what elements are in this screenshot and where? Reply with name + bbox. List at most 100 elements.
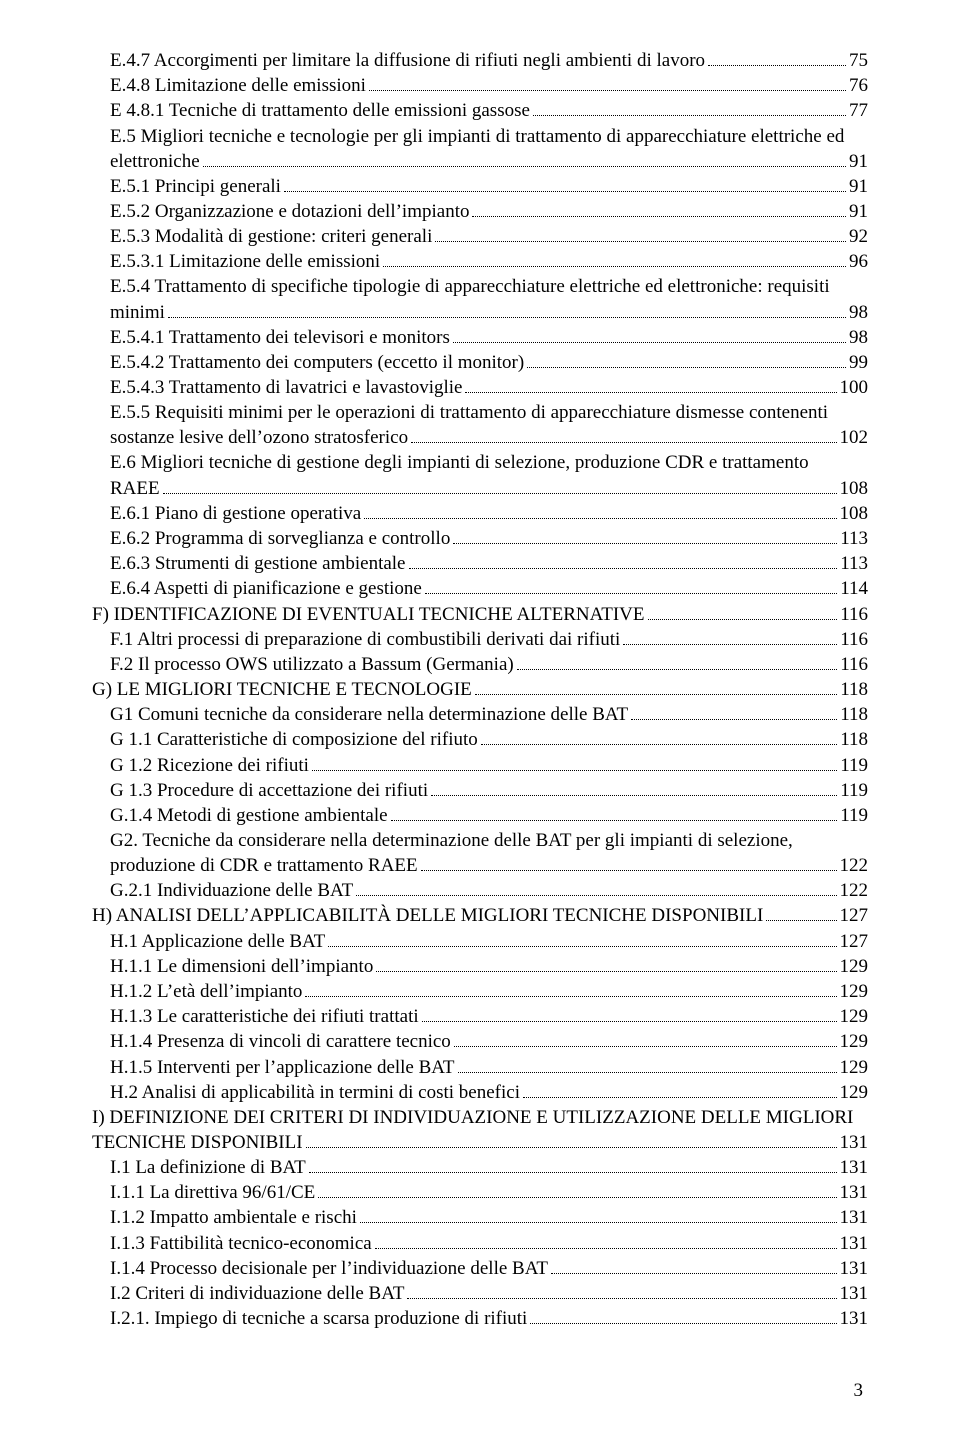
toc-entry-label: G2. Tecniche da considerare nella determ… <box>110 828 793 853</box>
toc-entry-label: G 1.2 Ricezione dei rifiuti <box>110 753 309 778</box>
toc-entry: E.6 Migliori tecniche di gestione degli … <box>92 450 868 475</box>
toc-entry-page: 116 <box>840 652 868 677</box>
toc-entry-label: E.5.5 Requisiti minimi per le operazioni… <box>110 400 828 425</box>
toc-dots <box>376 954 836 972</box>
toc-entry-page: 131 <box>840 1256 869 1281</box>
toc-entry-page: 119 <box>840 778 868 803</box>
toc-dots <box>435 224 846 242</box>
toc-entry: I.1.2 Impatto ambientale e rischi131 <box>92 1205 868 1230</box>
toc-entry-label: G.2.1 Individuazione delle BAT <box>110 878 353 903</box>
toc-dots <box>383 249 846 267</box>
toc-dots <box>422 1004 837 1022</box>
toc-entry: G.1.4 Metodi di gestione ambientale119 <box>92 803 868 828</box>
toc-entry-label: I) DEFINIZIONE DEI CRITERI DI INDIVIDUAZ… <box>92 1105 853 1130</box>
toc-dots <box>356 878 836 896</box>
toc-entry: G 1.2 Ricezione dei rifiuti 119 <box>92 752 868 777</box>
toc-entry-page: 119 <box>840 753 868 778</box>
toc-entry-label: E.4.8 Limitazione delle emissioni <box>110 73 366 98</box>
toc-dots <box>533 98 846 116</box>
toc-dots <box>465 375 836 393</box>
toc-entry: I.2 Criteri di individuazione delle BAT1… <box>92 1281 868 1306</box>
toc-dots <box>391 803 838 821</box>
toc-entry-page: 131 <box>840 1180 869 1205</box>
toc-dots <box>306 1130 837 1148</box>
toc-entry-label: G.1.4 Metodi di gestione ambientale <box>110 803 388 828</box>
toc-entry-label: I.1.1 La direttiva 96/61/CE <box>110 1180 315 1205</box>
toc-entry-page: 108 <box>840 501 869 526</box>
toc-entry-page: 96 <box>849 249 868 274</box>
toc-dots <box>305 979 836 997</box>
toc-entry-page: 76 <box>849 73 868 98</box>
toc-entry: E.5.1 Principi generali91 <box>92 174 868 199</box>
toc-entry-label: G) LE MIGLIORI TECNICHE E TECNOLOGIE <box>92 677 472 702</box>
toc-dots <box>472 199 846 217</box>
toc-entry: TECNICHE DISPONIBILI131 <box>92 1130 868 1155</box>
toc-dots <box>168 300 846 318</box>
toc-dots <box>623 627 837 645</box>
toc-dots <box>163 476 837 494</box>
toc-entry-label: F.2 Il processo OWS utilizzato a Bassum … <box>110 652 514 677</box>
toc-entry-page: 131 <box>840 1306 869 1331</box>
toc-dots <box>523 1080 837 1098</box>
toc-entry-page: 108 <box>840 476 869 501</box>
toc-dots <box>203 149 846 167</box>
toc-dots <box>369 73 846 91</box>
toc-entry-page: 116 <box>840 602 868 627</box>
toc-entry-label: I.1 La definizione di BAT <box>110 1155 306 1180</box>
toc-entry-page: 91 <box>849 199 868 224</box>
toc-entry: E.5 Migliori tecniche e tecnologie per g… <box>92 124 868 149</box>
toc-entry-label: E.5.4 Trattamento di specifiche tipologi… <box>110 274 830 299</box>
toc-dots <box>454 1029 837 1047</box>
toc-entry-label: E.5.4.3 Trattamento di lavatrici e lavas… <box>110 375 462 400</box>
toc-entry-label: E.5.4.2 Trattamento dei computers (eccet… <box>110 350 524 375</box>
toc-entry-page: 114 <box>840 576 868 601</box>
toc-entry-label: H) ANALISI DELL’APPLICABILITÀ DELLE MIGL… <box>92 903 763 928</box>
toc-entry: H.1.3 Le caratteristiche dei rifiuti tra… <box>92 1004 868 1029</box>
toc-entry-label: E.6 Migliori tecniche di gestione degli … <box>110 450 809 475</box>
toc-entry: G 1.3 Procedure di accettazione dei rifi… <box>92 778 868 803</box>
toc-entry-label: E.5 Migliori tecniche e tecnologie per g… <box>110 124 844 149</box>
toc-entry-page: 118 <box>840 677 868 702</box>
toc-entry: E.5.4 Trattamento di specifiche tipologi… <box>92 274 868 299</box>
toc-dots <box>409 551 838 569</box>
toc-entry-label: E.4.7 Accorgimenti per limitare la diffu… <box>110 48 705 73</box>
toc-entry-label: H.2 Analisi di applicabilità in termini … <box>110 1080 520 1105</box>
toc-entry-page: 77 <box>849 98 868 123</box>
toc-entry-label: H.1 Applicazione delle BAT <box>110 929 325 954</box>
toc-dots <box>431 778 837 796</box>
toc-entry-label: minimi <box>110 300 165 325</box>
toc-entry-label: I.1.4 Processo decisionale per l’individ… <box>110 1256 548 1281</box>
toc-entry-page: 102 <box>840 425 869 450</box>
toc-entry: I.1.3 Fattibilità tecnico-economica131 <box>92 1231 868 1256</box>
toc-dots <box>766 903 836 921</box>
toc-entry: E.5.3.1 Limitazione delle emissioni96 <box>92 249 868 274</box>
toc-entry-label: I.2 Criteri di individuazione delle BAT <box>110 1281 404 1306</box>
toc-entry-page: 99 <box>849 350 868 375</box>
toc-entry: E.5.4.2 Trattamento dei computers (eccet… <box>92 350 868 375</box>
toc-dots <box>517 652 837 670</box>
toc-entry: F) IDENTIFICAZIONE DI EVENTUALI TECNICHE… <box>92 601 868 626</box>
toc-dots <box>475 677 837 695</box>
toc-container: E.4.7 Accorgimenti per limitare la diffu… <box>92 48 868 1331</box>
toc-entry: RAEE108 <box>92 476 868 501</box>
toc-dots <box>527 350 846 368</box>
toc-entry: I.1 La definizione di BAT131 <box>92 1155 868 1180</box>
toc-entry: G) LE MIGLIORI TECNICHE E TECNOLOGIE 118 <box>92 677 868 702</box>
toc-entry-label: TECNICHE DISPONIBILI <box>92 1130 303 1155</box>
toc-entry-page: 116 <box>840 627 868 652</box>
toc-dots <box>411 425 836 443</box>
toc-entry-label: elettroniche <box>110 149 200 174</box>
toc-dots <box>631 702 837 720</box>
toc-entry: E.5.5 Requisiti minimi per le operazioni… <box>92 400 868 425</box>
toc-entry-page: 129 <box>840 979 869 1004</box>
toc-entry-label: I.1.2 Impatto ambientale e rischi <box>110 1205 357 1230</box>
toc-entry: E.5.4.1 Trattamento dei televisori e mon… <box>92 325 868 350</box>
toc-entry-label: H.1.4 Presenza di vincoli di carattere t… <box>110 1029 451 1054</box>
toc-entry: I.2.1. Impiego di tecniche a scarsa prod… <box>92 1306 868 1331</box>
toc-entry: minimi98 <box>92 300 868 325</box>
toc-entry-page: 92 <box>849 224 868 249</box>
toc-entry-page: 129 <box>840 954 869 979</box>
toc-entry-label: H.1.5 Interventi per l’applicazione dell… <box>110 1055 455 1080</box>
toc-entry-page: 113 <box>840 526 868 551</box>
toc-entry-label: I.1.3 Fattibilità tecnico-economica <box>110 1231 372 1256</box>
